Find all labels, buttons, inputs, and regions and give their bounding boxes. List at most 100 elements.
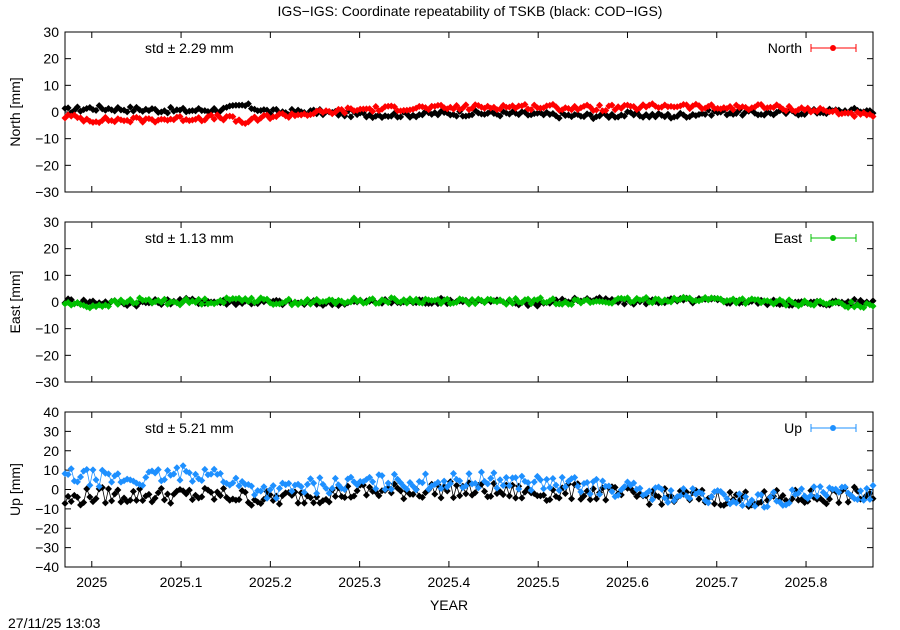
- data-point: [331, 492, 339, 500]
- y-tick-label: −10: [35, 501, 59, 517]
- data-point: [695, 495, 703, 503]
- data-point: [540, 491, 548, 499]
- data-point: [437, 494, 445, 502]
- data-point: [257, 107, 265, 115]
- data-point: [210, 115, 218, 123]
- x-tick-label: 2025: [76, 574, 107, 590]
- data-point: [73, 478, 81, 486]
- data-point: [623, 294, 631, 302]
- data-point: [294, 499, 302, 507]
- data-point: [822, 491, 830, 499]
- data-point: [80, 499, 88, 507]
- panel-east: 30 20 10 0 −10 −20 −30 East [mm] std ± 1.13 mm Ea…: [7, 214, 877, 390]
- data-point: [92, 106, 100, 114]
- data-point: [540, 485, 548, 493]
- data-point: [160, 476, 168, 484]
- data-point: [462, 490, 470, 498]
- data-point: [738, 502, 746, 510]
- data-point: [366, 483, 374, 491]
- data-point: [449, 469, 457, 477]
- data-point: [676, 492, 684, 500]
- data-point: [807, 492, 815, 500]
- data-point: [61, 499, 69, 507]
- data-point: [192, 470, 200, 478]
- data-point: [667, 487, 675, 495]
- data-point: [465, 470, 473, 478]
- data-point: [546, 484, 554, 492]
- x-tick-label: 2025.3: [338, 574, 381, 590]
- y-tick-label: 30: [43, 214, 59, 230]
- data-point: [400, 495, 408, 503]
- data-point: [307, 475, 315, 483]
- data-point: [201, 295, 209, 303]
- data-point: [157, 485, 165, 493]
- data-point: [390, 103, 398, 111]
- data-point: [244, 100, 252, 108]
- data-point: [123, 108, 131, 116]
- data-point: [474, 484, 482, 492]
- data-point: [555, 486, 563, 494]
- data-point: [229, 113, 237, 121]
- data-point: [468, 111, 476, 119]
- data-point: [732, 499, 740, 507]
- std-label: std ± 2.29 mm: [145, 40, 234, 56]
- data-point: [198, 476, 206, 484]
- series-up: [61, 462, 877, 511]
- data-point: [313, 489, 321, 497]
- data-point: [841, 483, 849, 491]
- data-point: [726, 488, 734, 496]
- data-point: [170, 470, 178, 478]
- data-point: [711, 500, 719, 508]
- data-point: [648, 299, 656, 307]
- data-point: [505, 296, 513, 304]
- data-point: [571, 474, 579, 482]
- data-point: [92, 495, 100, 503]
- data-point: [219, 299, 227, 307]
- data-point: [89, 466, 97, 474]
- data-point: [471, 300, 479, 308]
- data-point: [310, 499, 318, 507]
- data-point: [496, 112, 504, 120]
- data-point: [860, 496, 868, 504]
- data-point: [347, 113, 355, 121]
- data-point: [251, 496, 259, 504]
- data-point: [139, 482, 147, 490]
- data-point: [484, 480, 492, 488]
- x-tick-label: 2025.1: [160, 574, 203, 590]
- data-point: [83, 465, 91, 473]
- data-point: [512, 474, 520, 482]
- data-point: [251, 491, 259, 499]
- legend-marker: [830, 235, 836, 241]
- figure-title: IGS−IGS: Coordinate repeatability of TSK…: [278, 3, 663, 19]
- data-point: [440, 477, 448, 485]
- data-point: [698, 490, 706, 498]
- data-point: [108, 497, 116, 505]
- data-point: [779, 491, 787, 499]
- y-tick-label: −20: [35, 520, 59, 536]
- data-point: [505, 482, 513, 490]
- data-point: [505, 110, 513, 118]
- data-point: [366, 473, 374, 481]
- data-point: [645, 500, 653, 508]
- data-point: [723, 495, 731, 503]
- data-point: [518, 472, 526, 480]
- data-point: [757, 491, 765, 499]
- data-point: [555, 114, 563, 122]
- data-point: [126, 118, 134, 126]
- data-point: [481, 487, 489, 495]
- data-point: [515, 485, 523, 493]
- data-point: [648, 496, 656, 504]
- y-tick-label: −30: [35, 540, 59, 556]
- data-point: [403, 485, 411, 493]
- data-point: [232, 474, 240, 482]
- data-point: [770, 488, 778, 496]
- y-tick-label: −30: [35, 184, 59, 200]
- data-point: [664, 110, 672, 118]
- std-label: std ± 5.21 mm: [145, 420, 234, 436]
- data-point: [384, 299, 392, 307]
- data-point: [145, 490, 153, 498]
- data-point: [266, 486, 274, 494]
- legend-label: Up: [784, 420, 802, 436]
- data-point: [443, 295, 451, 303]
- data-point: [549, 474, 557, 482]
